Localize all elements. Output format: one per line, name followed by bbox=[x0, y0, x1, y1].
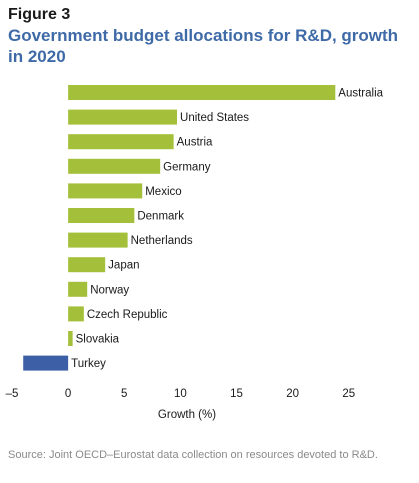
x-tick-label: 15 bbox=[230, 388, 243, 400]
bar-turkey bbox=[23, 355, 69, 371]
bar-norway bbox=[68, 281, 88, 297]
bar-label-austria: Austria bbox=[177, 137, 213, 149]
bar-slovakia bbox=[68, 331, 73, 346]
bar-label-turkey: Turkey bbox=[71, 358, 106, 370]
figure-label: Figure 3 bbox=[8, 6, 71, 23]
bar-label-united-states: United States bbox=[180, 112, 249, 124]
bar-netherlands bbox=[68, 232, 128, 248]
bar-japan bbox=[68, 257, 106, 273]
bar-label-denmark: Denmark bbox=[137, 211, 184, 223]
bar-austria bbox=[68, 134, 174, 150]
bar-australia bbox=[68, 85, 336, 100]
bar-united-states bbox=[68, 109, 178, 125]
bar-label-czech-republic: Czech Republic bbox=[87, 309, 168, 321]
bar-label-japan: Japan bbox=[108, 260, 139, 272]
bar-label-slovakia: Slovakia bbox=[76, 334, 120, 346]
x-tick-label: 20 bbox=[286, 388, 299, 400]
bar-mexico bbox=[68, 183, 143, 199]
bar-label-australia: Australia bbox=[338, 88, 383, 100]
x-tick-label: 25 bbox=[342, 388, 355, 400]
x-tick-label: 5 bbox=[121, 388, 127, 400]
bar-label-germany: Germany bbox=[163, 161, 211, 173]
bar-label-norway: Norway bbox=[90, 284, 129, 296]
bar-czech-republic bbox=[68, 306, 84, 322]
bar-denmark bbox=[68, 208, 135, 223]
chart-title: Government budget allocations for R&D, g… bbox=[8, 26, 399, 66]
source-note: Source: Joint OECD–Eurostat data collect… bbox=[8, 449, 378, 461]
bar-germany bbox=[68, 158, 161, 174]
x-axis-label: Growth (%) bbox=[158, 409, 216, 421]
bar-label-mexico: Mexico bbox=[145, 186, 181, 198]
bar-chart: Australia United States Austria Germany Mexi… bbox=[6, 85, 384, 421]
x-tick-label: 0 bbox=[65, 388, 71, 400]
x-tick-label: –5 bbox=[6, 388, 19, 400]
x-tick-label: 10 bbox=[174, 388, 187, 400]
bar-label-netherlands: Netherlands bbox=[131, 235, 193, 247]
